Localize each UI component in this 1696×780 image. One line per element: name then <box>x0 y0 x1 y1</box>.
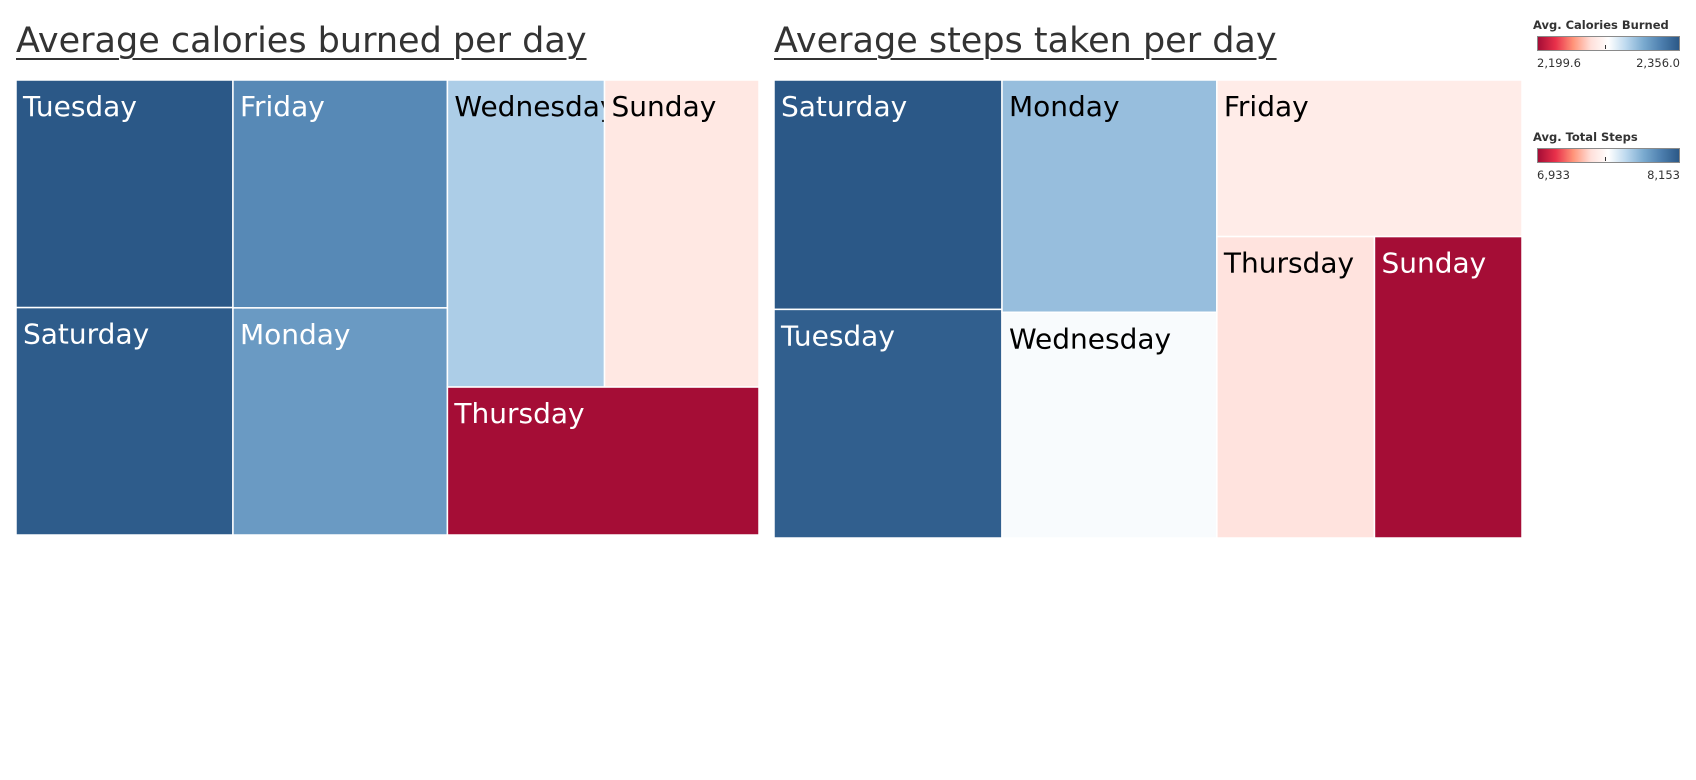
calories-legend-max: 2,356.0 <box>1636 56 1680 70</box>
treemap-tile-rect <box>232 307 449 536</box>
treemap-tile-rect <box>446 79 606 388</box>
treemap-tile-label: Sunday <box>612 90 717 123</box>
treemap-tile-label: Thursday <box>1223 247 1354 280</box>
treemap-tile-rect <box>1216 79 1523 238</box>
steps-legend-gradient <box>1537 148 1680 163</box>
treemap-tile-label: Wednesday <box>1009 322 1171 355</box>
treemap-tile-saturday: Saturday <box>15 306 234 536</box>
treemap-tile-rect <box>446 386 760 536</box>
calories-legend-midpoint-tick <box>1605 45 1606 49</box>
steps-treemap: Saturday Tuesday Monday Wednesday Friday Thur… <box>773 79 1523 539</box>
treemap-tile-thursday: Thursday <box>446 386 760 536</box>
calories-color-legend: Avg. Calories Burned 2,199.6 2,356.0 <box>1533 18 1683 70</box>
calories-treemap-svg: Tuesday Saturday Friday Monday WednesdaySund… <box>15 79 760 536</box>
treemap-tile-tuesday: Tuesday <box>15 79 234 309</box>
steps-legend-min: 6,933 <box>1537 168 1570 182</box>
treemap-tile-label: Tuesday <box>22 90 137 123</box>
calories-treemap: Tuesday Saturday Friday Monday Wednesday Sund… <box>15 79 760 536</box>
steps-legend-midpoint-tick <box>1605 157 1606 161</box>
treemap-tile-rect <box>1373 235 1523 539</box>
steps-chart-title: Average steps taken per day <box>774 21 1277 61</box>
treemap-tile-friday: Friday <box>1216 79 1523 238</box>
treemap-tile-label: Saturday <box>781 90 907 123</box>
treemap-tile-sunday: Sunday <box>603 79 760 388</box>
treemap-tile-label: Monday <box>240 318 351 351</box>
treemap-tile-monday: Monday <box>232 307 449 536</box>
steps-color-legend: Avg. Total Steps 6,933 8,153 <box>1533 130 1683 182</box>
treemap-tile-wednesday: Wednesday <box>446 79 617 388</box>
calories-legend-title: Avg. Calories Burned <box>1533 18 1669 32</box>
treemap-tile-friday: Friday <box>232 79 449 309</box>
calories-legend-min: 2,199.6 <box>1537 56 1581 70</box>
treemap-tile-label: Sunday <box>1381 247 1486 280</box>
treemap-tile-sunday: Sunday <box>1373 235 1523 539</box>
treemap-tile-label: Friday <box>1224 90 1309 123</box>
calories-legend-gradient <box>1537 36 1680 51</box>
steps-treemap-svg: Saturday Tuesday Monday Wednesday Friday Thur… <box>773 79 1523 539</box>
treemap-tile-thursday: Thursday <box>1216 235 1376 539</box>
treemap-tile-tuesday: Tuesday <box>773 308 1003 539</box>
treemap-tile-monday: Monday <box>1001 79 1218 314</box>
treemap-tile-rect <box>773 79 1003 311</box>
treemap-tile-label: Friday <box>240 90 325 123</box>
treemap-tile-rect <box>1001 79 1218 314</box>
treemap-tile-label: Tuesday <box>780 319 895 352</box>
treemap-tile-label: Monday <box>1009 90 1120 123</box>
treemap-tile-rect <box>1216 235 1376 539</box>
treemap-tile-rect <box>603 79 760 388</box>
treemap-tile-label: Saturday <box>23 318 149 351</box>
steps-legend-max: 8,153 <box>1647 168 1680 182</box>
calories-chart-title: Average calories burned per day <box>16 21 587 61</box>
treemap-tile-rect <box>15 79 234 309</box>
treemap-tile-saturday: Saturday <box>773 79 1003 311</box>
treemap-tile-label: Wednesday <box>454 90 616 123</box>
treemap-tile-wednesday: Wednesday <box>1001 311 1218 539</box>
treemap-tile-rect <box>1001 311 1218 539</box>
treemap-tile-label: Thursday <box>453 397 584 430</box>
steps-legend-title: Avg. Total Steps <box>1533 130 1638 144</box>
